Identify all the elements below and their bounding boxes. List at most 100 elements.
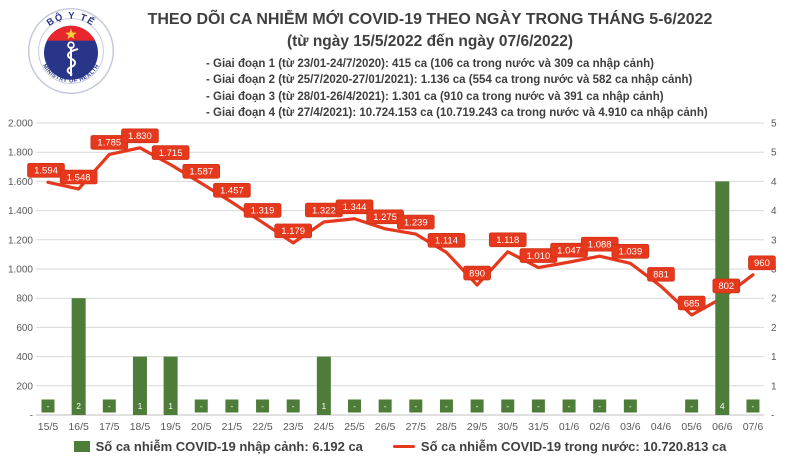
imported-cases-bar [715, 181, 730, 415]
line-value-label-box [182, 163, 221, 179]
bar-value-label-box [256, 399, 270, 413]
line-value-label-box [748, 255, 776, 271]
bar-value-label: - [506, 401, 509, 411]
bar-value-label: - [629, 401, 632, 411]
x-axis-label: 29/5 [467, 421, 488, 433]
line-value-label: 1.715 [159, 148, 183, 159]
bar-value-label: - [690, 401, 693, 411]
line-value-label: 1.239 [404, 217, 428, 228]
bar-value-label: - [108, 401, 111, 411]
left-axis-tick: 1.000 [8, 265, 33, 276]
phase-3-line: - Giai đoạn 3 (từ 28/01-26/4/2021): 1.30… [206, 90, 664, 103]
bar-value-label-box [623, 399, 637, 413]
bar-value-label: 1 [168, 401, 173, 411]
right-axis-tick: - [771, 411, 774, 422]
line-value-label: 1.548 [67, 172, 91, 183]
line-value-label-box [274, 223, 313, 239]
x-axis-label: 25/5 [344, 421, 365, 433]
x-axis-label: 07/6 [743, 421, 764, 433]
line-value-label: 1.088 [588, 239, 612, 250]
bar-value-label: - [476, 401, 479, 411]
domestic-cases-line [46, 146, 755, 317]
right-axis-tick: 2 [771, 294, 777, 305]
bar-value-label: 4 [720, 401, 725, 411]
phase-summary: - Giai đoạn 1 (từ 23/01-24/7/2020): 415 … [206, 56, 708, 122]
left-axis-tick: 400 [16, 352, 33, 363]
logo-emblem [44, 25, 98, 80]
bar-value-label: - [353, 401, 356, 411]
legend-domestic-cases: Số ca nhiễm COVID-19 trong nước: 10.720.… [392, 439, 726, 454]
page-title: THEO DÕI CA NHIỄM MỚI COVID-19 THEO NGÀY… [147, 11, 713, 28]
bar-value-label-box [133, 399, 147, 413]
x-axis-label: 20/5 [191, 421, 212, 433]
line-value-label: 1.047 [557, 245, 581, 256]
line-value-label: 890 [469, 268, 485, 279]
line-value-label: 960 [754, 258, 770, 269]
line-value-label-box [59, 169, 98, 185]
bar-value-label-box [378, 399, 392, 413]
x-axis-label: 15/5 [38, 421, 59, 433]
bar-value-label: 1 [321, 401, 326, 411]
x-axis-label: 18/5 [130, 421, 151, 433]
right-axis-tick: 1 [771, 381, 777, 392]
phase-4-line: - Giai đoạn 4 (từ 27/4/2021): 10.724.153… [206, 107, 708, 120]
left-axis-tick: 600 [16, 323, 33, 334]
bar-value-label: - [414, 401, 417, 411]
bar-value-label-box [501, 399, 515, 413]
x-axis-label: 16/5 [68, 421, 89, 433]
bar-value-label-box [286, 399, 300, 413]
right-axis-tick: 2 [771, 323, 777, 334]
left-axis-tick: 800 [16, 294, 33, 305]
line-value-label: 1.785 [97, 138, 121, 149]
bar-value-label-box [164, 399, 178, 413]
line-value-label-box [647, 267, 675, 282]
x-axis-label: 02/6 [589, 421, 610, 433]
bar-value-label: 1 [138, 401, 143, 411]
bar-value-label-box [593, 399, 607, 413]
right-axis-tick: 4 [771, 177, 777, 188]
x-axis-label: 19/5 [160, 421, 181, 433]
x-axis-label: 26/5 [375, 421, 396, 433]
line-value-label: 881 [653, 270, 669, 281]
bar-value-label: - [445, 401, 448, 411]
bar-value-label-box [746, 399, 760, 413]
header: THEO DÕI CA NHIỄM MỚI COVID-19 THEO NGÀY… [140, 10, 720, 52]
right-axis-tick: 5 [771, 119, 777, 130]
left-axis-tick: 1.600 [8, 177, 33, 188]
line-value-label-box [121, 128, 159, 144]
line-value-label-box [488, 232, 527, 248]
x-axis-label: 30/5 [498, 421, 519, 433]
bar-value-label-box [685, 399, 699, 413]
bar-value-label-box [194, 399, 208, 413]
line-value-label: 1.114 [435, 236, 458, 247]
logo-snake-icon [66, 48, 79, 75]
line-value-label-box [712, 278, 741, 294]
bar-value-label: - [568, 401, 571, 411]
left-axis-tick: - [30, 411, 33, 422]
bar-value-label-box [72, 399, 86, 413]
bar-value-label-box [348, 399, 361, 413]
line-value-label-box [463, 265, 491, 281]
bar-value-label: - [384, 401, 387, 411]
x-axis-label: 03/6 [620, 421, 641, 433]
bar-value-label-box [470, 399, 484, 413]
line-value-label: 1.275 [373, 212, 397, 223]
imported-bar-swatch-icon [73, 441, 90, 452]
bar-value-label: - [292, 401, 295, 411]
x-axis-label: 27/5 [406, 421, 427, 433]
line-value-label: 1.322 [312, 205, 336, 216]
logo-inner-ring [38, 18, 104, 84]
line-value-label: 1.010 [527, 251, 551, 262]
x-axis-label: 23/5 [283, 421, 304, 433]
bar-value-label: - [752, 401, 755, 411]
ministry-of-health-logo: BỘ Y TẾ MINISTRY OF HEALTH [27, 7, 115, 95]
line-value-label-box [396, 214, 435, 230]
line-value-label: 1.039 [618, 247, 642, 258]
line-value-label-box [213, 182, 251, 198]
left-axis-tick: 2.000 [8, 119, 33, 130]
x-axis-label: 21/5 [222, 421, 243, 433]
phase-1-line: - Giai đoạn 1 (từ 23/01-24/7/2020): 415 … [206, 58, 654, 70]
bar-value-label: - [261, 401, 264, 411]
bar-value-label-box [531, 399, 545, 413]
